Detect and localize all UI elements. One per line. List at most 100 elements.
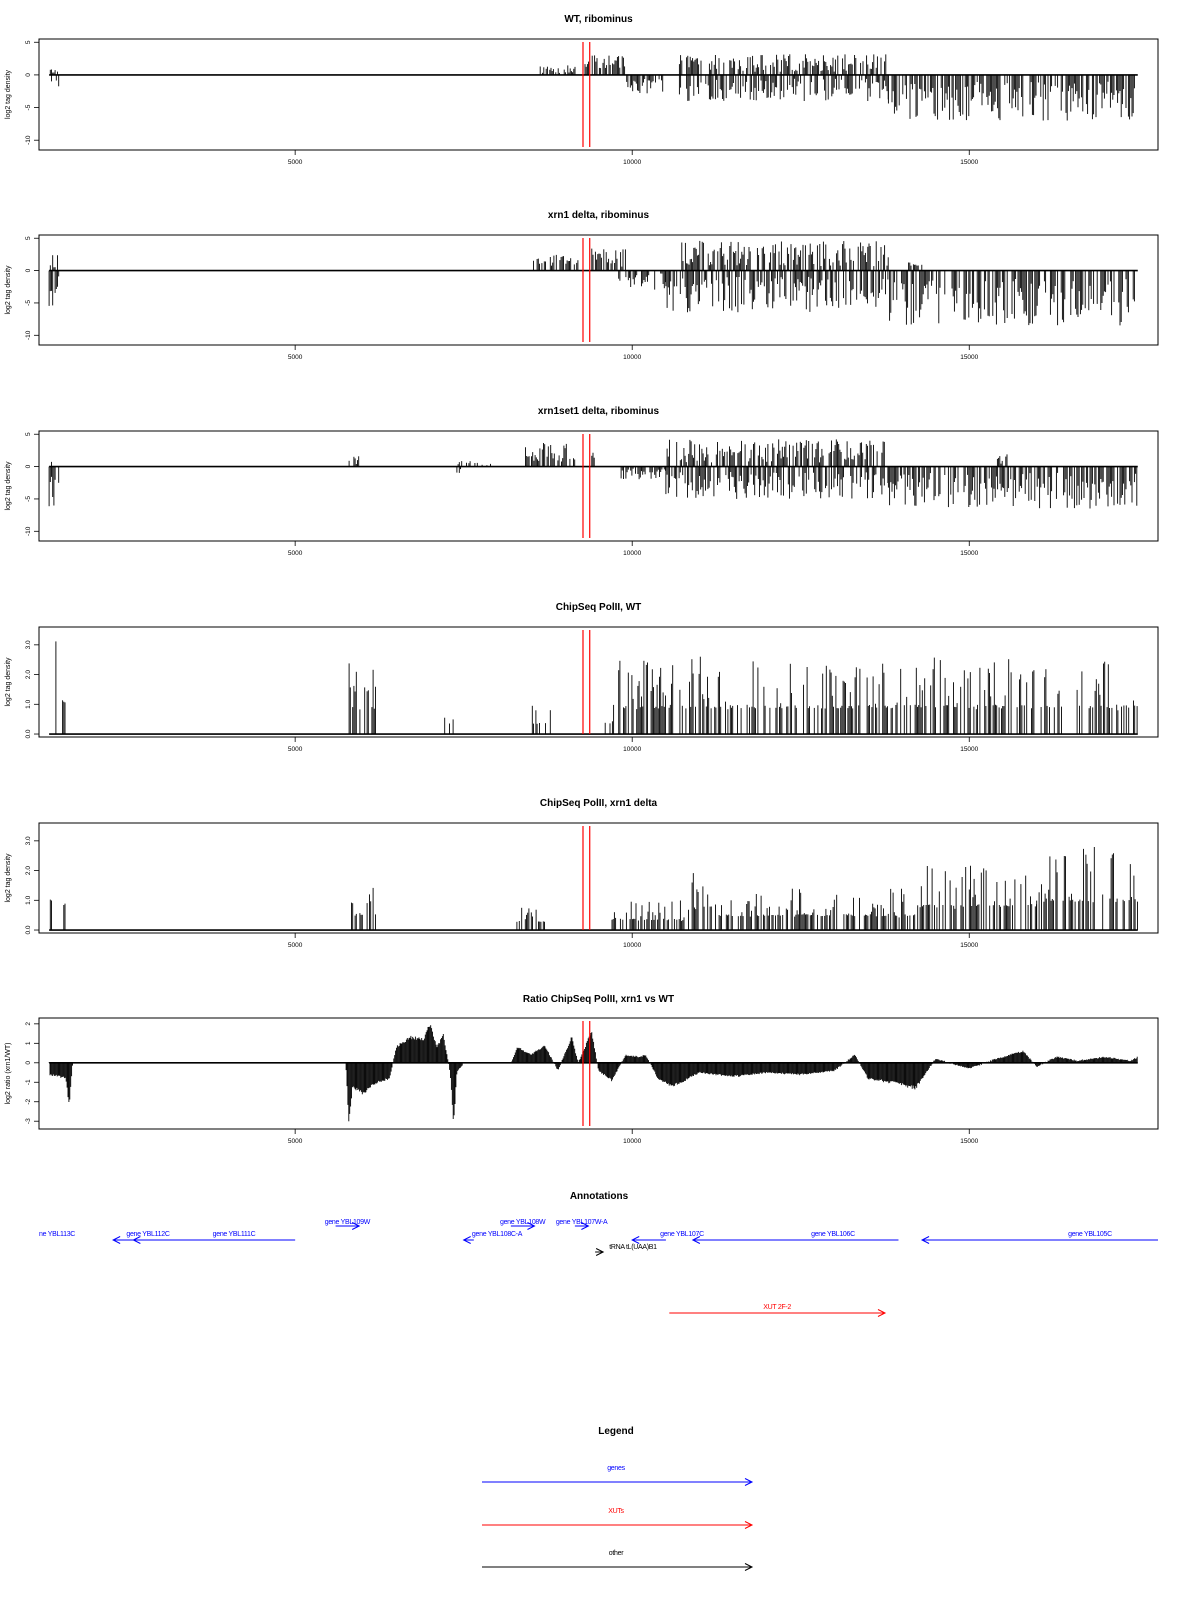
y-tick-label: 1 xyxy=(25,1041,32,1045)
panel-title: xrn1 delta, ribominus xyxy=(548,210,650,221)
legend-item-gene: genes xyxy=(482,1465,754,1486)
y-axis-label: log2 tag density xyxy=(5,657,12,707)
panel-title: Ratio ChipSeq PolII, xrn1 vs WT xyxy=(523,994,674,1005)
signal-bars xyxy=(48,439,1138,509)
signal-bars xyxy=(48,240,1135,326)
x-tick-label: 5000 xyxy=(288,354,303,361)
panel-6: Ratio ChipSeq PolII, xrn1 vs WT 5000 10000… xyxy=(5,994,1159,1145)
x-tick-label: 10000 xyxy=(623,159,641,166)
y-axis-label: log2 tag density xyxy=(5,853,12,903)
x-tick-label: 10000 xyxy=(623,354,641,361)
signal-bars xyxy=(48,1025,1138,1122)
feature-gene: gene YBL107W-A xyxy=(556,1219,608,1230)
y-tick-label: 0 xyxy=(25,268,32,272)
y-tick-label: 0.0 xyxy=(25,925,32,934)
y-tick-label: 0 xyxy=(25,464,32,468)
feature-arrow-head xyxy=(581,1222,590,1230)
legend-item-xut: XUTs xyxy=(482,1508,754,1529)
plot-frame xyxy=(38,430,1159,542)
x-tick-label: 5000 xyxy=(288,550,303,557)
x-tick-label: 15000 xyxy=(960,942,978,949)
feature-gene: gene YBL112C xyxy=(112,1231,170,1244)
y-tick-label: 5 xyxy=(25,432,32,436)
plot-frame xyxy=(38,38,1159,151)
y-tick-label: -5 xyxy=(25,104,32,110)
y-tick-label: 0 xyxy=(25,73,32,77)
y-tick-label: 1.0 xyxy=(25,895,32,904)
feature-arrow-head xyxy=(631,1236,640,1244)
y-tick-label: 0.0 xyxy=(25,729,32,738)
y-tick-label: 5 xyxy=(25,236,32,240)
annotations-title: Annotations xyxy=(570,1191,629,1202)
feature-gene: gene YBL109W xyxy=(325,1219,371,1230)
panel-title: xrn1set1 delta, ribominus xyxy=(538,406,660,417)
y-tick-label: -1 xyxy=(25,1079,32,1085)
feature-label: tRNA tL(UAA)B1 xyxy=(609,1244,657,1251)
feature-gene: ne YBL113C xyxy=(39,1231,76,1238)
feature-label: gene YBL106C xyxy=(811,1231,855,1238)
x-tick-label: 15000 xyxy=(960,1138,978,1145)
y-tick-label: 2.0 xyxy=(25,866,32,875)
panel-4: ChipSeq PolII, WT 5000 10000 15000 0.0 1.0 2.0… xyxy=(5,602,1159,753)
x-tick-label: 15000 xyxy=(960,550,978,557)
legend: Legend genes XUTs other xyxy=(482,1426,754,1571)
plot-frame xyxy=(38,1017,1159,1130)
y-tick-label: 0 xyxy=(25,1061,32,1065)
legend-label: other xyxy=(609,1550,624,1557)
x-tick-label: 15000 xyxy=(960,746,978,753)
feature-arrow-head xyxy=(351,1222,361,1230)
plot-frame xyxy=(38,822,1159,934)
x-tick-label: 5000 xyxy=(288,746,303,753)
feature-arrow-head xyxy=(112,1236,121,1244)
panel-title: ChipSeq PolII, xrn1 delta xyxy=(540,798,658,809)
plot-frame xyxy=(38,626,1159,738)
y-tick-label: 3.0 xyxy=(25,640,32,649)
feature-gene: gene YBL105C xyxy=(920,1231,1158,1244)
feature-label: XUT 2F-2 xyxy=(763,1304,791,1311)
legend-arrow-head xyxy=(744,1521,754,1529)
feature-label: gene YBL107W-A xyxy=(556,1219,608,1226)
y-tick-label: 2.0 xyxy=(25,670,32,679)
annotation-track: Annotations ne YBL113C gene YBL112C gene YB… xyxy=(39,1191,1158,1317)
feature-xut: XUT 2F-2 xyxy=(669,1304,887,1317)
feature-label: gene YBL105C xyxy=(1068,1231,1112,1238)
feature-arrow-head xyxy=(132,1236,141,1244)
legend-label: genes xyxy=(607,1465,625,1472)
x-tick-label: 5000 xyxy=(288,942,303,949)
feature-arrow-head xyxy=(920,1236,930,1244)
feature-arrow-head xyxy=(595,1248,605,1256)
feature-arrow-head xyxy=(691,1236,701,1244)
y-axis-label: log2 tag density xyxy=(5,69,12,119)
feature-arrow-head xyxy=(877,1309,887,1317)
y-tick-label: -5 xyxy=(25,300,32,306)
x-tick-label: 15000 xyxy=(960,159,978,166)
signal-bars xyxy=(55,641,1138,734)
panel-3: xrn1set1 delta, ribominus 5000 10000 15000 5… xyxy=(5,406,1159,557)
legend-arrow-head xyxy=(744,1478,754,1486)
y-axis-label: log2 tag density xyxy=(5,461,12,511)
legend-title: Legend xyxy=(598,1426,634,1437)
x-tick-label: 10000 xyxy=(623,746,641,753)
x-tick-label: 10000 xyxy=(623,942,641,949)
feature-label: gene YBL107C xyxy=(660,1231,704,1238)
x-tick-label: 10000 xyxy=(623,550,641,557)
legend-item-other: other xyxy=(482,1550,754,1571)
legend-label: XUTs xyxy=(608,1508,624,1515)
feature-label: ne YBL113C xyxy=(39,1231,75,1238)
y-tick-label: -10 xyxy=(25,526,32,536)
feature-label: gene YBL111C xyxy=(213,1231,256,1238)
y-axis-label: log2 tag density xyxy=(5,265,12,315)
y-tick-label: 2 xyxy=(25,1022,32,1026)
feature-label: gene YBL108C-A xyxy=(472,1231,523,1238)
x-tick-label: 5000 xyxy=(288,159,303,166)
panel-1: WT, ribominus 5000 10000 15000 5 0 -5 -10 log2 t… xyxy=(5,14,1159,166)
signal-bars xyxy=(49,847,1138,930)
y-tick-label: -3 xyxy=(25,1118,32,1124)
feature-gene: gene YBL106C xyxy=(691,1231,899,1244)
feature-label: gene YBL109W xyxy=(325,1219,371,1226)
legend-arrow-head xyxy=(744,1563,754,1571)
panel-title: ChipSeq PolII, WT xyxy=(556,602,642,613)
y-tick-label: -10 xyxy=(25,135,32,145)
x-tick-label: 5000 xyxy=(288,1138,303,1145)
